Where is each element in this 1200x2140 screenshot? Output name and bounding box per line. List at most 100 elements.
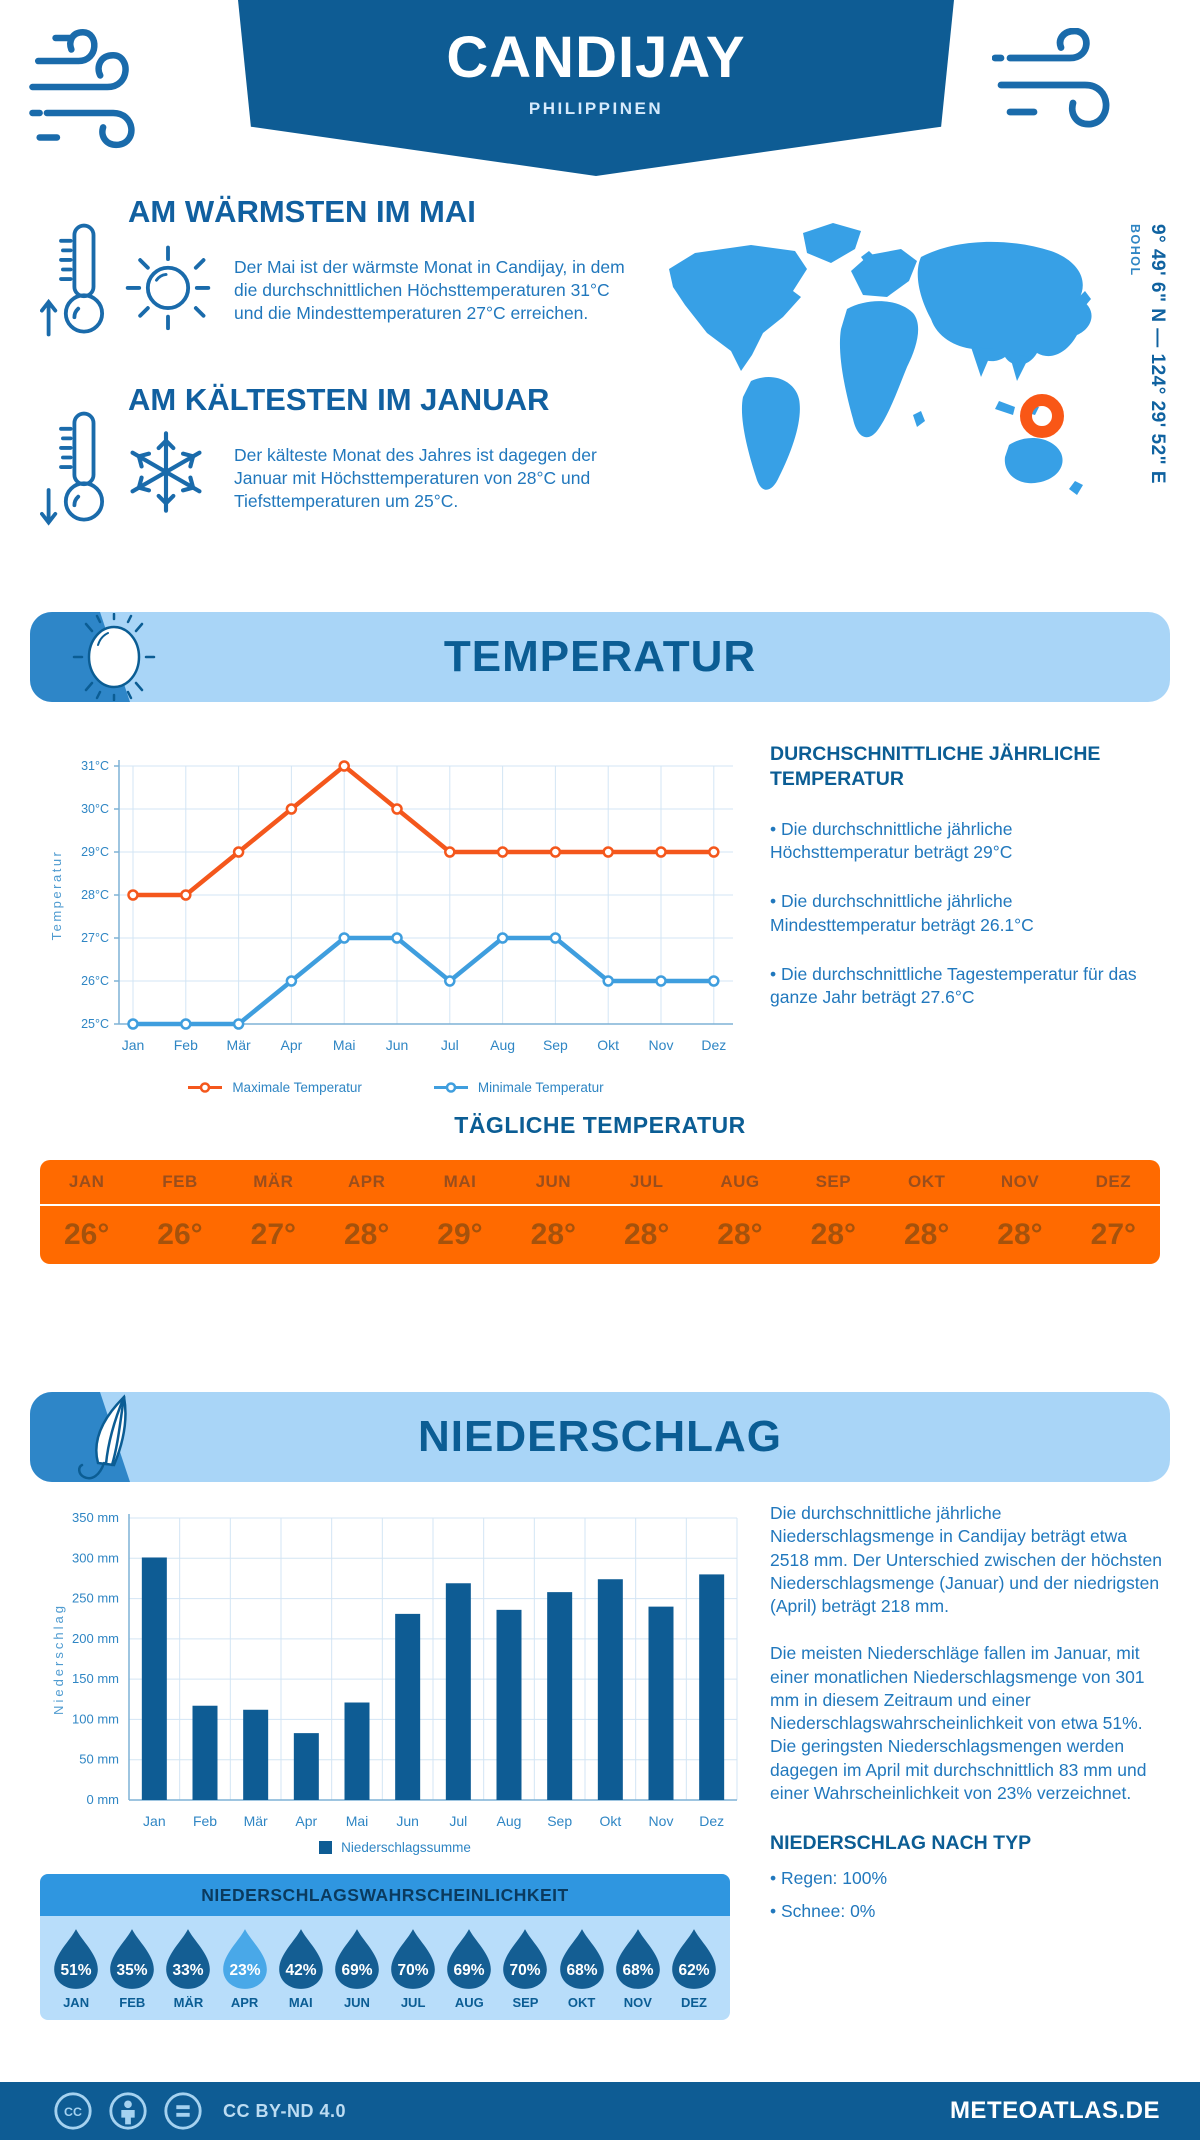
data-point	[496, 846, 509, 858]
droplet-column: 62% DEZ	[666, 1928, 722, 2010]
annual-temp-bullet: • Die durchschnittliche jährliche Höchst…	[770, 818, 1013, 863]
daily-temperature-title: TÄGLICHE TEMPERATUR	[454, 1112, 746, 1138]
precip-bar	[445, 1583, 471, 1800]
y-tick-label: 28°C	[81, 888, 109, 902]
series-line	[130, 763, 717, 898]
droplet-percentage: 68%	[622, 1962, 653, 1979]
droplet-percentage: 23%	[229, 1962, 260, 1979]
data-point	[180, 889, 192, 901]
droplet-percentage: 68%	[566, 1962, 597, 1979]
location-marker-icon	[1020, 394, 1064, 438]
droplet-icon: 51%	[54, 1929, 98, 1989]
cc-by-icon	[109, 2092, 147, 2130]
droplet-month-label: MAI	[288, 1995, 313, 2010]
droplet-column: 70% SEP	[497, 1928, 553, 2010]
sun-icon	[120, 238, 224, 339]
data-point	[285, 803, 298, 815]
droplet-percentage: 62%	[678, 1962, 709, 1979]
droplet-month-label: DEZ	[680, 1995, 707, 2010]
x-tick-label: Mär	[227, 1037, 251, 1053]
x-tick-label: Jan	[122, 1037, 145, 1053]
y-tick-label: 31°C	[81, 759, 109, 773]
daily-temp-value: 26°	[157, 1218, 203, 1251]
temperature-line-chart: Jan Feb Mär Apr Mai Jun Jul Aug Sep Okt Nov Dez 25°C…	[49, 759, 733, 1053]
x-tick-label: Mär	[244, 1813, 268, 1829]
data-point	[232, 846, 245, 858]
daily-temp-month: JAN	[68, 1172, 105, 1191]
precip-bar	[141, 1557, 167, 1800]
daily-temp-value: 28°	[623, 1218, 670, 1251]
x-tick-label: Jul	[441, 1037, 459, 1053]
coordinates-text: 9° 49' 6" N — 124° 29' 52" E	[1147, 224, 1168, 485]
data-point	[708, 975, 720, 987]
daily-temp-value: 27°	[1090, 1218, 1137, 1251]
cc-nd-icon	[164, 2092, 202, 2130]
thermometer-down-icon	[40, 411, 105, 526]
legend-item: Minimale Temperatur	[432, 1080, 604, 1095]
droplet-icon: 33%	[166, 1929, 211, 1989]
x-tick-label: Mai	[333, 1037, 356, 1053]
world-map	[669, 223, 1092, 495]
data-point	[338, 932, 350, 944]
daily-temp-month: FEB	[162, 1172, 198, 1191]
daily-temp-month: MAI	[443, 1172, 477, 1191]
legend-label: Maximale Temperatur	[232, 1080, 362, 1095]
y-tick-label: 26°C	[81, 974, 109, 988]
data-point	[496, 932, 509, 944]
droplet-column: 35% FEB	[104, 1928, 160, 2010]
daily-temp-month: JUL	[629, 1172, 664, 1191]
y-tick-label: 250 mm	[72, 1591, 119, 1606]
droplet-percentage: 69%	[454, 1962, 485, 1979]
precip-bar	[496, 1609, 522, 1800]
y-tick-label: 150 mm	[72, 1671, 119, 1686]
droplet-column: 23% APR	[217, 1928, 273, 2010]
y-axis-title: Niederschlag	[51, 1603, 66, 1715]
y-tick-label: 350 mm	[72, 1510, 119, 1525]
y-tick-label: 27°C	[81, 931, 109, 945]
daily-temp-month: APR	[347, 1172, 386, 1191]
x-tick-label: Aug	[490, 1037, 515, 1053]
data-point	[602, 846, 614, 858]
droplet-percentage: 35%	[117, 1962, 148, 1979]
y-tick-label: 300 mm	[72, 1550, 119, 1565]
droplet-icon: 68%	[615, 1929, 660, 1989]
data-point	[391, 932, 403, 944]
data-point	[444, 846, 456, 858]
x-tick-label: Sep	[543, 1037, 568, 1053]
daily-temp-month: DEZ	[1095, 1172, 1132, 1191]
temperature-section-title: TEMPERATUR	[443, 632, 757, 681]
droplet-column: 68% NOV	[610, 1928, 666, 2010]
droplet-month-label: OKT	[567, 1995, 596, 2010]
daily-temp-value: 28°	[530, 1218, 577, 1251]
x-tick-label: Aug	[497, 1813, 522, 1829]
precipitation-summary: Die durchschnittliche jährliche Niedersc…	[770, 1502, 1162, 1922]
daily-temp-month: OKT	[907, 1172, 946, 1191]
daily-temp-value: 28°	[810, 1218, 857, 1251]
data-point	[549, 932, 562, 944]
droplet-column: 51% JAN	[48, 1928, 104, 2010]
daily-temp-month: SEP	[815, 1172, 852, 1191]
droplet-month-label: JUL	[400, 1995, 426, 2010]
precip-bar	[547, 1592, 573, 1800]
y-axis-title: Temperatur	[49, 850, 64, 941]
warmest-title: AM WÄRMSTEN IM MAI	[128, 194, 476, 229]
precipitation-paragraph: Die meisten Niederschläge fallen im Janu…	[770, 1643, 1147, 1803]
precip-bar	[648, 1606, 674, 1800]
snowflake-icon	[120, 426, 224, 523]
x-tick-label: Sep	[547, 1813, 572, 1829]
droplet-percentage: 51%	[61, 1962, 92, 1979]
annual-temp-bullet: • Die durchschnittliche Tagestemperatur …	[770, 963, 1137, 1008]
precipitation-type-title: NIEDERSCHLAG NACH TYP	[770, 1832, 1032, 1855]
data-point	[602, 975, 614, 987]
data-point	[127, 1018, 139, 1030]
droplet-percentage: 33%	[173, 1962, 204, 1979]
precip-bar	[344, 1702, 370, 1800]
annual-temp-bullet: • Die durchschnittliche jährliche Mindes…	[770, 891, 1034, 935]
data-point	[549, 846, 562, 858]
cc-icon: CC	[54, 2092, 92, 2130]
warmest-text: Der Mai ist der wärmste Monat in Candija…	[234, 256, 625, 324]
coldest-month-block: AM KÄLTESTEN IM JANUAR Der kälteste Mona…	[40, 382, 655, 531]
droplet-month-label: FEB	[119, 1995, 146, 2010]
precip-bar	[699, 1574, 725, 1800]
